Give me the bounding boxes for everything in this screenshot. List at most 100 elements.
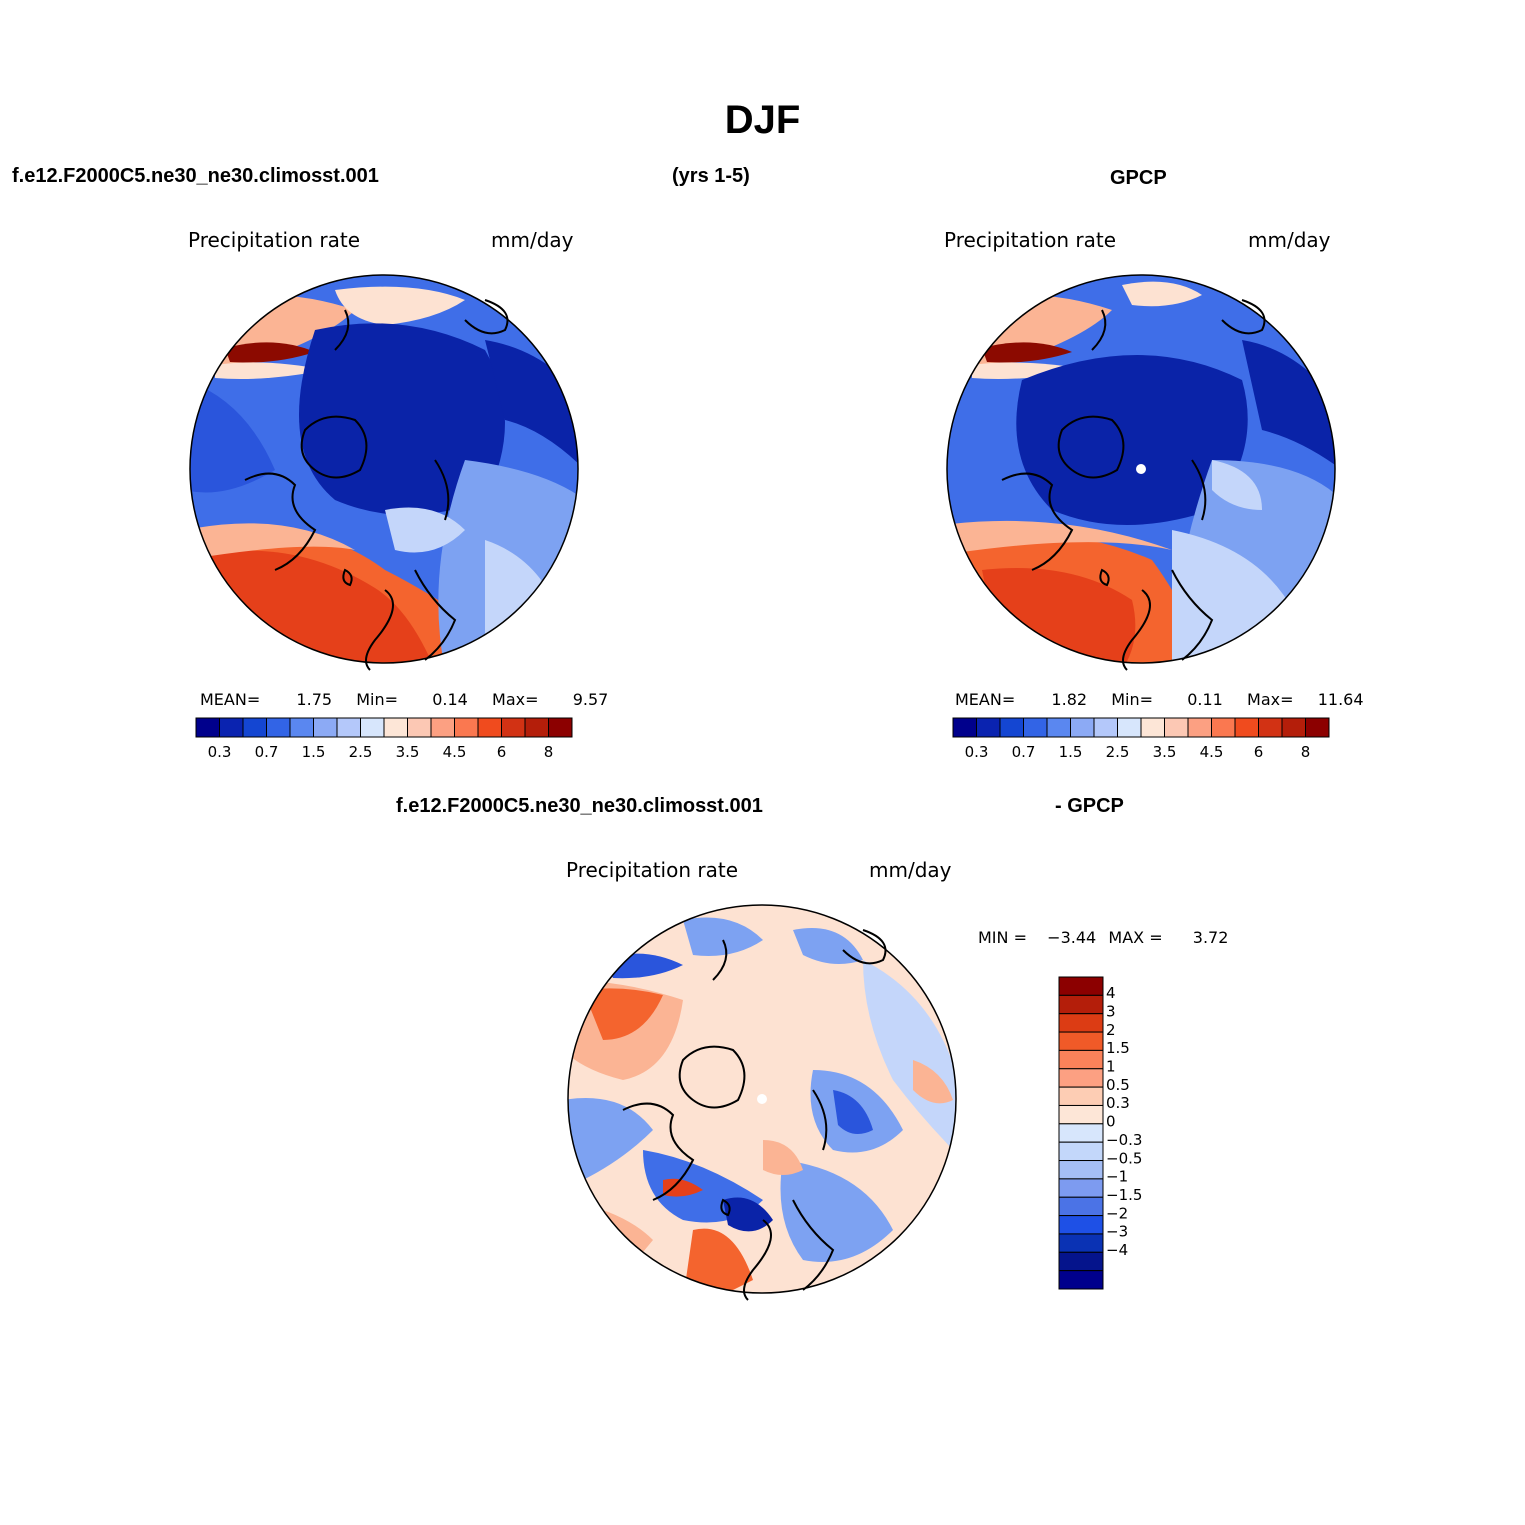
diff-colorbar-tick-label: 0 — [1106, 1113, 1116, 1131]
panel-model-colorbar-swatch — [219, 717, 244, 738]
panel-obs-colorbar-swatch — [1187, 717, 1212, 738]
panel-model-colorbar-swatch — [430, 717, 455, 738]
panel-obs-colorbar-swatch — [1117, 717, 1142, 738]
panel-model-max-label: Max= — [492, 690, 539, 709]
diff-colorbar-tick-label: 0.5 — [1106, 1076, 1130, 1094]
panel-model-colorbar: 0.3 0.7 1.5 2.5 3.5 4.5 6 8 — [195, 717, 573, 761]
diff-colorbar-swatch — [1058, 1270, 1104, 1290]
panel-model-stats: MEAN= 1.75 Min= 0.14 Max= 9.57 — [200, 690, 608, 709]
panel-model-colorbar-tick-label: 1.5 — [302, 743, 326, 761]
panel-obs-pole-marker — [1136, 464, 1146, 474]
panel-obs-colorbar-swatch — [1164, 717, 1189, 738]
panel-obs-stats: MEAN= 1.82 Min= 0.11 Max= 11.64 — [955, 690, 1364, 709]
panel-model-colorbar-swatch — [195, 717, 220, 738]
panel-model-colorbar-tick-label: 4.5 — [443, 743, 467, 761]
diff-min-value: −3.44 — [1047, 928, 1097, 947]
diff-colorbar-tick-label: −2 — [1106, 1204, 1128, 1222]
panel-model-mean-value: 1.75 — [296, 690, 333, 709]
diff-colorbar-tick-label: −1.5 — [1106, 1186, 1142, 1204]
panel-obs-colorbar-swatch — [1023, 717, 1048, 738]
case-name-header: f.e12.F2000C5.ne30_ne30.climosst.001 — [12, 165, 379, 187]
diff-variable: Precipitation rate — [566, 858, 738, 882]
panel-model-colorbar-swatch — [289, 717, 314, 738]
panel-obs-colorbar-swatch — [1305, 717, 1330, 738]
diff-colorbar-tick-label: 0.3 — [1106, 1094, 1130, 1112]
panel-model-colorbar-swatch — [383, 717, 408, 738]
panel-obs-colorbar-swatch — [976, 717, 1001, 738]
panel-model-colorbar-tick-label: 3.5 — [396, 743, 420, 761]
panel-obs-map-border — [946, 274, 1336, 664]
panel-obs-mean-value: 1.82 — [1051, 690, 1088, 709]
diff-case-name: f.e12.F2000C5.ne30_ne30.climosst.001 — [396, 795, 763, 817]
panel-model-mean-label: MEAN= — [200, 690, 261, 709]
diff-minmax: MIN = −3.44 MAX = 3.72 — [978, 928, 1228, 947]
diff-pole-marker — [757, 1094, 767, 1104]
diff-colorbar-swatch — [1058, 1104, 1104, 1125]
panel-obs-colorbar-tick-label: 4.5 — [1200, 743, 1224, 761]
panel-model-precip-field — [190, 275, 578, 663]
diff-map-border — [567, 904, 957, 1294]
panel-model-variable: Precipitation rate — [188, 228, 360, 252]
panel-model-colorbar-swatch — [454, 717, 479, 738]
diff-colorbar-tick-label: −1 — [1106, 1168, 1128, 1186]
diff-colorbar-swatch — [1058, 1251, 1104, 1272]
panel-obs-colorbar-swatch — [1093, 717, 1118, 738]
panel-obs-colorbar-tick-label: 2.5 — [1106, 743, 1130, 761]
panel-obs-colorbar: 0.3 0.7 1.5 2.5 3.5 4.5 6 8 — [952, 717, 1330, 761]
panel-model-colorbar-swatch — [407, 717, 432, 738]
panel-model-colorbar-swatch — [242, 717, 267, 738]
diff-colorbar-tick-label: −4 — [1106, 1241, 1128, 1259]
diff-min-label: MIN = — [978, 928, 1027, 947]
panel-model-min-value: 0.14 — [432, 690, 468, 709]
panel-model-colorbar-swatch — [477, 717, 502, 738]
panel-model-max-value: 9.57 — [572, 690, 609, 709]
panel-obs-colorbar-swatch — [1070, 717, 1095, 738]
panel-obs-colorbar-tick-label: 8 — [1301, 743, 1311, 761]
panel-model-map — [189, 274, 579, 671]
panel-model-colorbar-swatch — [548, 717, 573, 738]
panel-obs-colorbar-tick-label: 6 — [1254, 743, 1264, 761]
diff-precip-field — [568, 905, 956, 1293]
panel-obs-colorbar-tick-label: 0.7 — [1012, 743, 1036, 761]
diff-max-value: 3.72 — [1192, 928, 1229, 947]
panel-model-colorbar-tick-label: 6 — [497, 743, 507, 761]
diff-colorbar-swatch — [1058, 994, 1104, 1015]
panel-obs-colorbar-tick-label: 1.5 — [1059, 743, 1083, 761]
years-header: (yrs 1-5) — [672, 165, 750, 187]
diff-colorbar-tick-label: 2 — [1106, 1021, 1116, 1039]
panel-obs-colorbar-swatch — [1234, 717, 1259, 738]
diff-colorbar-tick-label: 3 — [1106, 1002, 1116, 1020]
panel-obs-units: mm/day — [1248, 228, 1331, 252]
panel-obs-variable: Precipitation rate — [944, 228, 1116, 252]
panel-model-colorbar-swatch — [524, 717, 549, 738]
diff-units: mm/day — [869, 858, 952, 882]
panel-model-min-label: Min= — [356, 690, 399, 709]
diff-colorbar-tick-label: −0.3 — [1106, 1131, 1142, 1149]
panel-obs-coastlines — [1001, 299, 1266, 671]
panel-obs-colorbar-swatch — [1258, 717, 1283, 738]
diff-colorbar-swatch — [1058, 1178, 1104, 1198]
diff-colorbar-swatch — [1058, 1031, 1104, 1051]
diff-colorbar-swatch — [1058, 1049, 1104, 1070]
diff-colorbar-swatch — [1058, 1013, 1104, 1033]
diff-colorbar-swatch — [1058, 976, 1104, 996]
panel-obs-colorbar-swatch — [952, 717, 977, 738]
diff-map — [567, 904, 957, 1301]
diff-colorbar-swatch — [1058, 1160, 1104, 1180]
panel-obs-max-label: Max= — [1247, 690, 1294, 709]
figure-title: DJF — [724, 98, 801, 142]
obs-name-header: GPCP — [1110, 167, 1167, 189]
panel-model-colorbar-tick-label: 0.3 — [208, 743, 232, 761]
panel-obs-colorbar-swatch — [1211, 717, 1236, 738]
panel-obs-max-value: 11.64 — [1317, 690, 1364, 709]
diff-colorbar-tick-label: 1.5 — [1106, 1039, 1130, 1057]
diff-colorbar-swatch — [1058, 1233, 1104, 1253]
diff-colorbar-swatch — [1058, 1141, 1104, 1162]
panel-obs-colorbar-tick-label: 3.5 — [1153, 743, 1177, 761]
diff-colorbar-tick-label: 1 — [1106, 1058, 1116, 1076]
diff-max-label: MAX = — [1108, 928, 1163, 947]
panel-obs-map — [946, 274, 1336, 671]
diff-colorbar-swatch — [1058, 1068, 1104, 1088]
panel-model-colorbar-swatch — [313, 717, 338, 738]
